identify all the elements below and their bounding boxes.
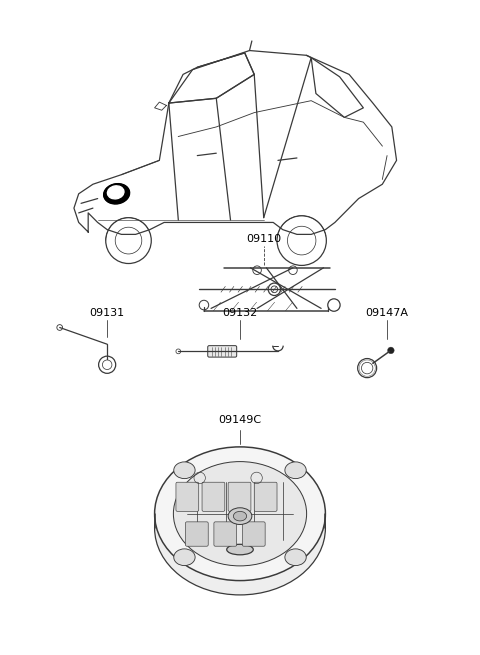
Circle shape bbox=[361, 362, 373, 374]
Text: 09110: 09110 bbox=[246, 234, 281, 244]
Circle shape bbox=[57, 325, 62, 330]
Ellipse shape bbox=[228, 508, 252, 525]
Ellipse shape bbox=[233, 512, 247, 521]
FancyBboxPatch shape bbox=[208, 346, 237, 357]
Circle shape bbox=[288, 266, 297, 274]
FancyBboxPatch shape bbox=[254, 482, 277, 512]
Circle shape bbox=[328, 299, 340, 311]
FancyBboxPatch shape bbox=[242, 522, 265, 546]
Text: 09147A: 09147A bbox=[366, 308, 408, 318]
FancyBboxPatch shape bbox=[185, 522, 208, 546]
Ellipse shape bbox=[285, 462, 306, 479]
Ellipse shape bbox=[173, 462, 307, 566]
FancyBboxPatch shape bbox=[202, 482, 225, 512]
Text: 09131: 09131 bbox=[90, 308, 125, 318]
Ellipse shape bbox=[104, 183, 130, 204]
Circle shape bbox=[268, 283, 280, 295]
Circle shape bbox=[102, 360, 112, 369]
Ellipse shape bbox=[174, 462, 195, 479]
Text: 09149C: 09149C bbox=[218, 415, 262, 425]
FancyBboxPatch shape bbox=[176, 482, 199, 512]
Ellipse shape bbox=[155, 461, 325, 595]
Circle shape bbox=[176, 349, 180, 354]
Ellipse shape bbox=[174, 549, 195, 565]
Ellipse shape bbox=[285, 549, 306, 565]
FancyBboxPatch shape bbox=[214, 522, 237, 546]
Ellipse shape bbox=[227, 544, 253, 555]
Circle shape bbox=[199, 300, 209, 310]
Ellipse shape bbox=[108, 186, 124, 199]
Ellipse shape bbox=[155, 447, 325, 580]
Circle shape bbox=[358, 358, 377, 378]
FancyBboxPatch shape bbox=[228, 482, 251, 512]
Text: 09132: 09132 bbox=[222, 308, 258, 318]
Circle shape bbox=[387, 347, 394, 354]
Circle shape bbox=[98, 356, 116, 373]
Circle shape bbox=[253, 266, 261, 274]
